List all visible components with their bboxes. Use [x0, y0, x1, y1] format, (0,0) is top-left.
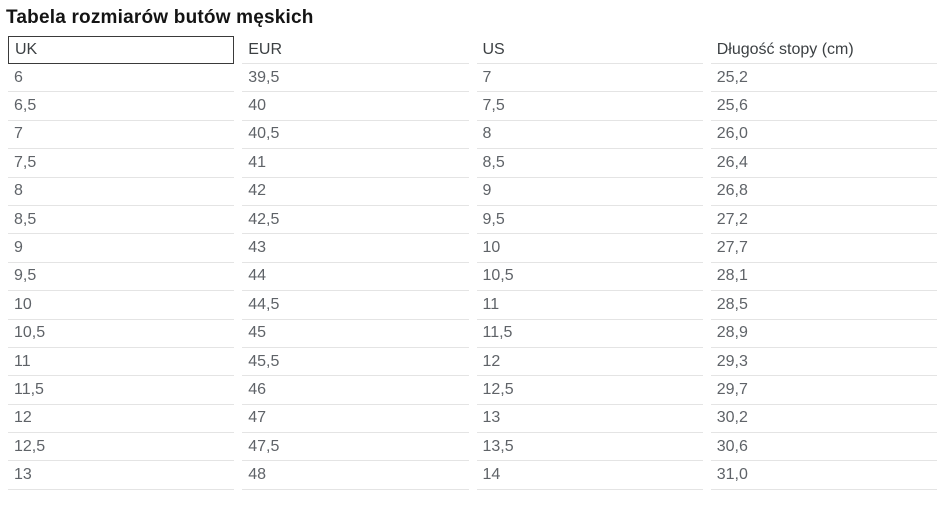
cell-uk: 10,5	[8, 320, 235, 348]
cell-foot_length_cm: 25,6	[710, 92, 937, 121]
cell-us: 11,5	[476, 320, 703, 348]
cell-us: 8,5	[476, 149, 703, 178]
cell-us: 9,5	[476, 206, 703, 235]
cell-uk: 6	[8, 64, 235, 93]
cell-us: 11	[476, 291, 703, 320]
cell-uk: 11,5	[8, 376, 235, 405]
table-row: 8,5 42,5 9,5 27,2	[8, 206, 937, 235]
cell-foot_length_cm: 25,2	[710, 64, 937, 93]
column-header-eur: EUR	[242, 36, 469, 64]
cell-foot_length_cm: 27,2	[710, 206, 937, 235]
table-header: UK EUR US Długość stopy (cm)	[8, 36, 937, 64]
cell-us: 8	[476, 121, 703, 150]
cell-foot_length_cm: 28,1	[710, 263, 937, 292]
cell-eur: 47,5	[242, 433, 469, 462]
cell-uk: 9	[8, 234, 235, 263]
cell-uk: 8,5	[8, 206, 235, 235]
cell-us: 14	[476, 461, 703, 490]
cell-us: 13	[476, 405, 703, 434]
cell-uk: 6,5	[8, 92, 235, 121]
cell-uk: 13	[8, 461, 235, 490]
column-header-uk[interactable]: UK	[8, 36, 235, 64]
page-title: Tabela rozmiarów butów męskich	[6, 7, 314, 28]
cell-uk: 7	[8, 121, 235, 150]
table-row: 10 44,5 11 28,5	[8, 291, 937, 320]
cell-eur: 45,5	[242, 348, 469, 377]
cell-eur: 48	[242, 461, 469, 490]
cell-eur: 46	[242, 376, 469, 405]
cell-foot_length_cm: 29,3	[710, 348, 937, 377]
table-row: 7 40,5 8 26,0	[8, 121, 937, 150]
cell-eur: 45	[242, 320, 469, 348]
table-row: 6 39,5 7 25,2	[8, 64, 937, 93]
cell-uk: 12	[8, 405, 235, 434]
cell-foot_length_cm: 29,7	[710, 376, 937, 405]
table-header-row: UK EUR US Długość stopy (cm)	[8, 36, 937, 64]
table-row: 10,5 45 11,5 28,9	[8, 320, 937, 348]
table-body: 6 39,5 7 25,2 6,5 40 7,5 25,6 7 40,5 8 26,0 7,5 41 8,5…	[8, 64, 937, 490]
cell-foot_length_cm: 26,0	[710, 121, 937, 150]
cell-uk: 9,5	[8, 263, 235, 292]
cell-us: 7	[476, 64, 703, 93]
table-row: 13 48 14 31,0	[8, 461, 937, 490]
cell-uk: 10	[8, 291, 235, 320]
cell-uk: 7,5	[8, 149, 235, 178]
size-conversion-table: UK EUR US Długość stopy (cm) 6 39,5 7 25,2 6…	[0, 36, 945, 490]
cell-eur: 42,5	[242, 206, 469, 235]
cell-us: 12,5	[476, 376, 703, 405]
cell-us: 7,5	[476, 92, 703, 121]
cell-us: 9	[476, 178, 703, 206]
table-row: 12 47 13 30,2	[8, 405, 937, 434]
table-row: 6,5 40 7,5 25,6	[8, 92, 937, 121]
cell-eur: 43	[242, 234, 469, 263]
cell-us: 12	[476, 348, 703, 377]
cell-eur: 42	[242, 178, 469, 206]
column-header-us: US	[476, 36, 703, 64]
cell-foot_length_cm: 28,9	[710, 320, 937, 348]
table-row: 9,5 44 10,5 28,1	[8, 263, 937, 292]
cell-eur: 41	[242, 149, 469, 178]
cell-uk: 8	[8, 178, 235, 206]
table-row: 11,5 46 12,5 29,7	[8, 376, 937, 405]
cell-eur: 44,5	[242, 291, 469, 320]
cell-us: 10	[476, 234, 703, 263]
table-row: 7,5 41 8,5 26,4	[8, 149, 937, 178]
cell-foot_length_cm: 30,2	[710, 405, 937, 434]
cell-foot_length_cm: 26,4	[710, 149, 937, 178]
cell-eur: 47	[242, 405, 469, 434]
cell-uk: 12,5	[8, 433, 235, 462]
table-row: 11 45,5 12 29,3	[8, 348, 937, 377]
cell-uk: 11	[8, 348, 235, 377]
cell-us: 13,5	[476, 433, 703, 462]
cell-foot_length_cm: 31,0	[710, 461, 937, 490]
column-header-foot-length: Długość stopy (cm)	[710, 36, 937, 64]
cell-us: 10,5	[476, 263, 703, 292]
cell-foot_length_cm: 30,6	[710, 433, 937, 462]
table-row: 8 42 9 26,8	[8, 178, 937, 206]
cell-eur: 44	[242, 263, 469, 292]
table-row: 9 43 10 27,7	[8, 234, 937, 263]
cell-eur: 39,5	[242, 64, 469, 93]
cell-eur: 40,5	[242, 121, 469, 150]
cell-foot_length_cm: 27,7	[710, 234, 937, 263]
cell-eur: 40	[242, 92, 469, 121]
cell-foot_length_cm: 26,8	[710, 178, 937, 206]
cell-foot_length_cm: 28,5	[710, 291, 937, 320]
table-row: 12,5 47,5 13,5 30,6	[8, 433, 937, 462]
